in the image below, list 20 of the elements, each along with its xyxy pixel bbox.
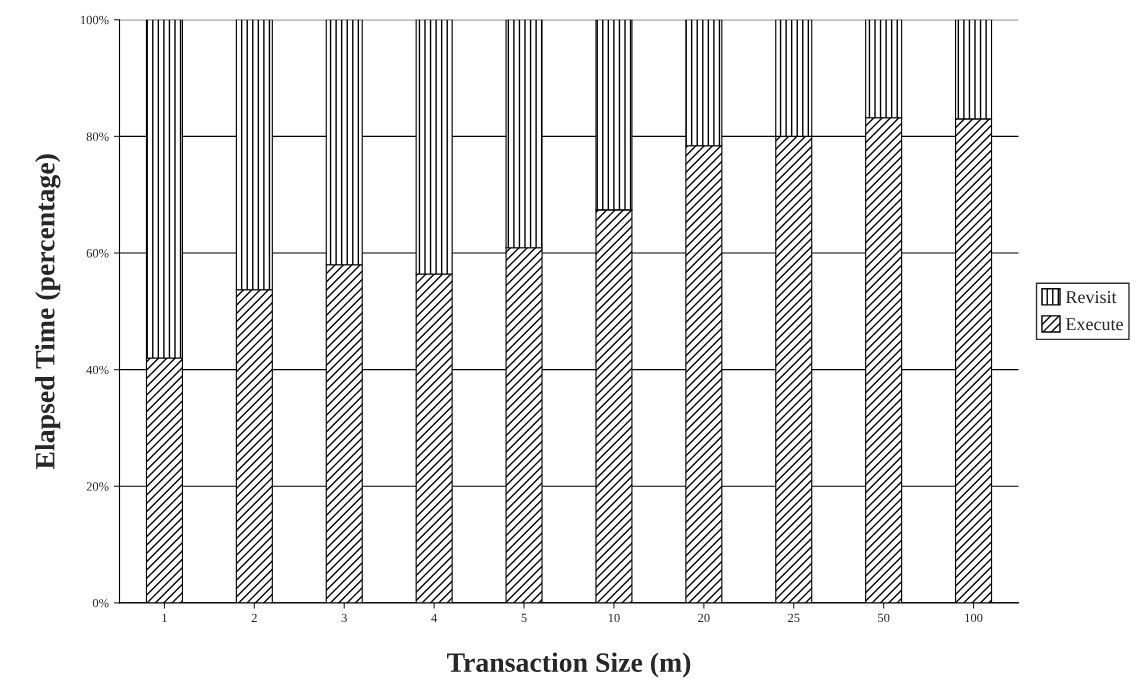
legend-label: Revisit (1065, 291, 1117, 304)
y-tick-label: 20% (86, 482, 109, 491)
x-tick-label: 25 (788, 613, 800, 623)
x-tick-label: 3 (341, 613, 347, 623)
x-tick-label: 1 (162, 613, 167, 622)
x-tick-label: 4 (431, 613, 438, 622)
legend-label: Execute (1065, 318, 1123, 331)
y-tick-label: 40% (86, 365, 109, 375)
x-tick-label: 50 (878, 613, 890, 623)
y-axis-title: Elapsed Time (percentage) (35, 154, 61, 470)
x-tick-label: 20 (698, 613, 710, 623)
y-tick-label: 0% (92, 598, 109, 608)
x-tick-label: 10 (608, 613, 620, 623)
x-tick-label: 2 (251, 613, 257, 622)
x-axis-title: Transaction Size (m) (447, 652, 691, 678)
x-tick-label: 5 (521, 613, 527, 623)
x-tick-label: 100 (965, 613, 983, 623)
y-tick-label: 80% (86, 132, 109, 141)
y-tick-label: 60% (86, 249, 109, 258)
y-tick-label: 100% (81, 15, 109, 25)
